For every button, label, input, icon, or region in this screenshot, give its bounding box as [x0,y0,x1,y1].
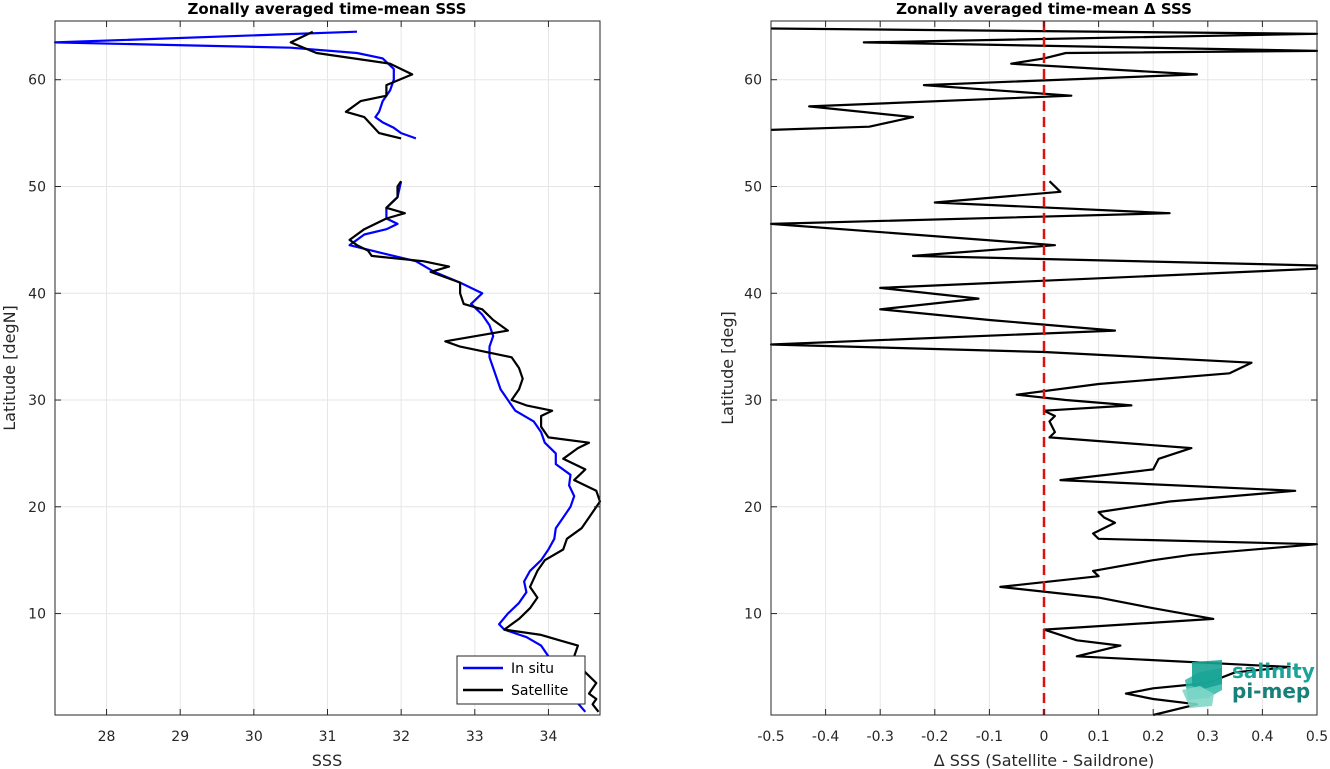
y-tick-label: 20 [28,500,46,516]
x-tick-label: 0.3 [1197,729,1219,745]
legend: In situ Satellite [456,655,586,705]
x-tick-label: 0.2 [1142,729,1164,745]
salinity-pimep-logo: salinity pi-mep [1182,659,1315,708]
x-tick-label: 30 [245,729,263,745]
xlabel-sss: SSS [312,751,342,769]
x-tick-label: 29 [171,729,189,745]
legend-label-insitu: In situ [511,661,554,677]
x-tick-label: -0.2 [921,729,948,745]
x-tick-label: 28 [98,729,116,745]
ylabel-sss: Latitude [degN] [0,305,19,431]
xlabel-delta: Δ SSS (Satellite - Saildrone) [934,751,1155,769]
y-tick-label: 20 [744,500,762,516]
y-tick-label: 40 [744,286,762,302]
x-tick-label: -0.5 [757,729,784,745]
x-tick-label: 0.1 [1087,729,1109,745]
x-tick-label: 33 [466,729,484,745]
ylabel-delta: Latitude [deg] [718,311,737,425]
logo-text-salinity: salinity [1232,659,1315,683]
x-tick-label: 34 [540,729,558,745]
y-tick-label: 10 [28,607,46,623]
y-tick-label: 40 [28,286,46,302]
x-tick-label: -0.3 [867,729,894,745]
y-tick-label: 60 [744,73,762,89]
panel-delta-sss: -0.5 -0.4 -0.3 -0.2 -0.1 0 0.1 0.2 0.3 0.4 0.5 10 20… [718,0,1328,769]
y-tick-label: 50 [28,179,46,195]
series-line-in-situ-seg1 [53,30,417,140]
y-tick-label: 60 [28,73,46,89]
panel-sss: 28 29 30 31 32 33 34 10 20 30 40 50 60 Zonally avera… [0,0,602,769]
lines-sss [53,30,602,713]
series-line-in-situ-seg0 [348,180,587,713]
series-line-satellite-seg1 [289,30,414,140]
legend-box [456,655,586,705]
x-tick-label: -0.1 [976,729,1003,745]
title-delta: Zonally averaged time-mean Δ SSS [896,0,1192,18]
legend-label-satellite: Satellite [511,683,568,699]
y-tick-label: 50 [744,179,762,195]
series-line-satellite-seg0 [348,180,602,713]
x-tick-label: 31 [319,729,337,745]
series-line-delta-seg1 [770,27,1319,131]
x-tick-label: -0.4 [812,729,839,745]
ticks-sss: 28 29 30 31 32 33 34 10 20 30 40 50 60 [28,21,600,745]
logo-mark-mid [1192,660,1222,690]
title-sss: Zonally averaged time-mean SSS [188,0,467,18]
x-tick-label: 0 [1040,729,1049,745]
y-tick-label: 30 [28,393,46,409]
series-line-delta-seg0 [769,180,1319,717]
x-tick-label: 32 [392,729,410,745]
ticks-delta: -0.5 -0.4 -0.3 -0.2 -0.1 0 0.1 0.2 0.3 0.4 0.5 10 20… [744,21,1328,745]
y-tick-label: 30 [744,393,762,409]
x-tick-label: 0.4 [1251,729,1273,745]
logo-text-pimep: pi-mep [1232,679,1310,703]
logo-mark-front [1182,686,1214,708]
lines-delta [769,21,1319,717]
y-tick-label: 10 [744,607,762,623]
x-tick-label: 0.5 [1306,729,1328,745]
